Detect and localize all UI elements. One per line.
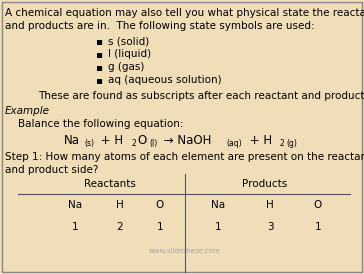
Text: Balance the following equation:: Balance the following equation:: [18, 119, 183, 129]
Text: Reactants: Reactants: [84, 179, 136, 189]
Text: s (solid): s (solid): [108, 36, 149, 46]
Text: Na: Na: [68, 200, 82, 210]
Text: O: O: [156, 200, 164, 210]
Text: → NaOH: → NaOH: [160, 134, 211, 147]
Text: O: O: [314, 200, 322, 210]
Text: ▪: ▪: [95, 62, 102, 72]
Text: Example: Example: [5, 106, 50, 116]
FancyBboxPatch shape: [2, 2, 362, 272]
Text: Step 1: How many atoms of each element are present on the reactant: Step 1: How many atoms of each element a…: [5, 152, 364, 162]
Text: Na: Na: [64, 134, 80, 147]
Text: H: H: [266, 200, 274, 210]
Text: (l): (l): [149, 139, 157, 148]
Text: (g): (g): [286, 139, 297, 148]
Text: (aq): (aq): [226, 139, 242, 148]
Text: ▪: ▪: [95, 75, 102, 85]
Text: H: H: [116, 200, 124, 210]
Text: aq (aqueous solution): aq (aqueous solution): [108, 75, 222, 85]
Text: 3: 3: [267, 222, 273, 232]
Text: and product side?: and product side?: [5, 165, 98, 175]
Text: g (gas): g (gas): [108, 62, 145, 72]
Text: (s): (s): [84, 139, 95, 148]
Text: www.sliderbase.com: www.sliderbase.com: [149, 248, 221, 254]
Text: + H: + H: [246, 134, 272, 147]
Text: These are found as subscripts after each reactant and product.: These are found as subscripts after each…: [38, 91, 364, 101]
Text: and products are in.  The following state symbols are used:: and products are in. The following state…: [5, 21, 314, 31]
Text: 1: 1: [72, 222, 78, 232]
Text: ▪: ▪: [95, 36, 102, 46]
Text: 2: 2: [280, 139, 285, 148]
Text: Na: Na: [211, 200, 225, 210]
Text: Products: Products: [242, 179, 288, 189]
Text: O: O: [137, 134, 146, 147]
Text: + H: + H: [98, 134, 123, 147]
Text: l (liquid): l (liquid): [108, 49, 151, 59]
Text: 2: 2: [117, 222, 123, 232]
Text: A chemical equation may also tell you what physical state the reactants: A chemical equation may also tell you wh…: [5, 8, 364, 18]
Text: ▪: ▪: [95, 49, 102, 59]
Text: 2: 2: [131, 139, 136, 148]
Text: 1: 1: [215, 222, 221, 232]
Text: 1: 1: [157, 222, 163, 232]
Text: 1: 1: [315, 222, 321, 232]
